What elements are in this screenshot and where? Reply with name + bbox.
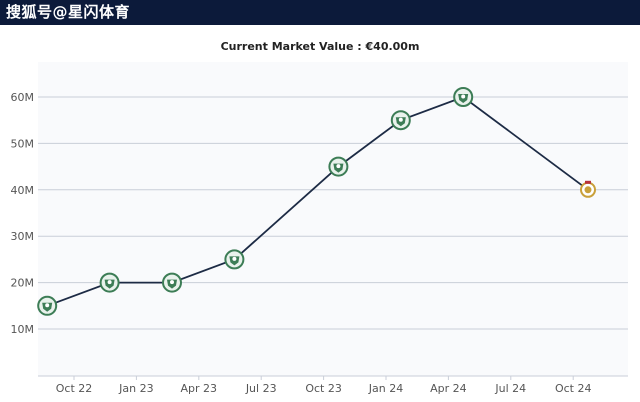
x-tick-label: Jan 23 — [118, 382, 153, 395]
plot-area — [38, 62, 628, 376]
y-tick-label: 60M — [11, 91, 35, 104]
data-point[interactable] — [390, 110, 411, 131]
x-tick-label: Jul 23 — [245, 382, 277, 395]
header-watermark-text: 搜狐号@星闪体育 — [6, 3, 131, 21]
x-tick-label: Apr 24 — [430, 382, 467, 395]
chart-title: Current Market Value : €40.00m — [220, 40, 420, 53]
x-tick-label: Oct 22 — [56, 382, 93, 395]
y-tick-label: 10M — [11, 323, 35, 336]
x-tick-label: Oct 24 — [555, 382, 592, 395]
x-tick-label: Apr 23 — [181, 382, 218, 395]
y-tick-label: 40M — [11, 184, 35, 197]
x-tick-label: Jul 24 — [494, 382, 526, 395]
header-bar: 搜狐号@星闪体育 — [0, 0, 640, 25]
y-tick-label: 20M — [11, 277, 35, 290]
series-line — [46, 95, 589, 307]
data-point[interactable] — [328, 156, 349, 177]
data-point-current[interactable] — [580, 180, 596, 198]
data-point[interactable] — [99, 272, 120, 293]
data-point[interactable] — [162, 272, 182, 293]
data-point[interactable] — [453, 87, 474, 107]
data-point[interactable] — [37, 295, 58, 316]
x-tick-label: Oct 23 — [305, 382, 342, 395]
data-point[interactable] — [224, 249, 245, 270]
y-tick-label: 30M — [11, 230, 35, 243]
x-tick-label: Jan 24 — [368, 382, 403, 395]
y-tick-label: 50M — [11, 137, 35, 150]
